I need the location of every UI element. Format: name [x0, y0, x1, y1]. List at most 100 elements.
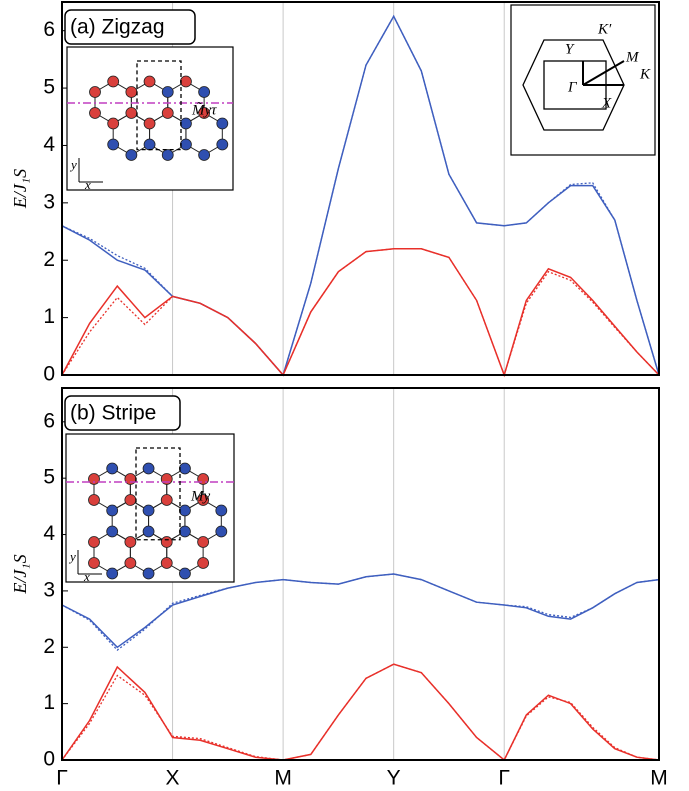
site — [198, 86, 211, 98]
site — [197, 494, 210, 506]
y-tick-label: 5 — [43, 466, 55, 489]
band-line — [61, 663, 660, 762]
bz-label: Γ — [567, 79, 578, 95]
unit-cell — [135, 447, 181, 541]
bz-label: K — [639, 66, 651, 82]
site — [197, 473, 210, 485]
band-line — [61, 14, 660, 377]
site — [179, 462, 191, 475]
site — [142, 504, 155, 517]
inset-label: x — [84, 177, 91, 192]
x-tick-label: Y — [387, 767, 401, 790]
site — [125, 107, 138, 119]
site — [143, 138, 156, 151]
site — [106, 525, 119, 538]
lattice — [89, 75, 229, 161]
lattice — [88, 462, 228, 580]
unit-cell — [136, 60, 182, 151]
y-axis-label: E/J₁S — [10, 169, 30, 209]
site — [161, 107, 174, 119]
site — [125, 86, 138, 98]
site — [89, 107, 101, 119]
site — [180, 75, 192, 88]
site — [88, 473, 100, 485]
site — [107, 117, 120, 130]
inset-label: My — [190, 488, 210, 504]
inset-label: y — [68, 549, 76, 564]
x-tick-label: Γ — [498, 767, 510, 790]
site — [124, 473, 137, 485]
inset-label: x — [83, 569, 90, 584]
inset-label: y — [69, 157, 77, 172]
y-tick-label: 4 — [43, 522, 55, 545]
site — [106, 504, 119, 517]
site — [142, 567, 155, 580]
x-tick-label: Γ — [56, 767, 68, 790]
bz-label: X — [601, 95, 612, 111]
site — [88, 494, 100, 506]
bz-arrows — [582, 60, 625, 86]
plot-frame — [61, 1, 660, 376]
site — [160, 536, 173, 548]
site — [179, 525, 191, 538]
title-box — [64, 395, 181, 431]
y-tick-label: 3 — [43, 190, 55, 213]
x-tick-label: M — [650, 767, 668, 790]
title-box — [64, 9, 196, 45]
site — [89, 86, 101, 98]
bz-label: K′ — [597, 21, 612, 37]
band-line — [61, 663, 660, 762]
site — [107, 138, 120, 151]
bz-label: M — [625, 49, 640, 65]
site — [106, 462, 119, 475]
site — [106, 567, 119, 580]
site — [160, 557, 173, 569]
site — [160, 473, 173, 485]
axes-arrows — [78, 158, 103, 183]
y-tick-label: 2 — [43, 635, 55, 658]
y-tick-label: 1 — [43, 691, 55, 714]
panel-title: (b) Stripe — [70, 402, 156, 425]
band-line — [61, 248, 660, 378]
y-axis-label: E/J₁S — [10, 554, 30, 594]
inset-label: M̃yτ — [191, 102, 217, 118]
site — [160, 494, 173, 506]
axes-arrows — [77, 550, 102, 575]
y-tick-label: 1 — [43, 305, 55, 328]
y-tick-label: 6 — [43, 409, 55, 432]
band-line — [61, 573, 660, 649]
site — [161, 149, 174, 161]
site — [179, 504, 191, 517]
site — [125, 149, 138, 161]
site — [197, 557, 210, 569]
x-tick-label: M — [274, 767, 292, 790]
bz-label: Y — [565, 41, 575, 57]
site — [197, 536, 210, 548]
y-tick-label: 3 — [43, 578, 55, 601]
plot-frame — [61, 387, 660, 761]
site — [216, 138, 229, 151]
site — [88, 557, 100, 569]
site — [215, 525, 228, 538]
site — [88, 536, 100, 548]
x-tick-label: X — [166, 767, 180, 790]
site — [124, 536, 137, 548]
y-tick-label: 6 — [43, 18, 55, 41]
y-tick-label: 5 — [43, 76, 55, 99]
site — [124, 494, 137, 506]
site — [142, 462, 155, 475]
y-tick-label: 4 — [43, 133, 55, 156]
site — [161, 86, 174, 98]
site — [180, 138, 192, 151]
y-tick-label: 0 — [43, 363, 55, 386]
site — [142, 525, 155, 538]
site — [179, 567, 191, 580]
site — [180, 117, 192, 130]
panel-title: (a) Zigzag — [70, 16, 165, 39]
site — [143, 117, 156, 130]
site — [124, 557, 137, 569]
site — [143, 75, 156, 88]
site — [216, 117, 229, 130]
